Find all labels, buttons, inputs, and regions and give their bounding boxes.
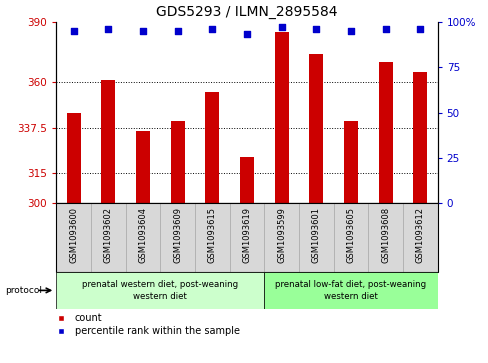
Bar [66, 113, 81, 203]
Point [104, 26, 112, 32]
Bar [298, 203, 333, 272]
Text: GSM1093600: GSM1093600 [69, 207, 78, 263]
Bar [274, 32, 288, 203]
Bar [264, 203, 298, 272]
Bar [205, 92, 219, 203]
Text: GSM1093619: GSM1093619 [242, 207, 251, 263]
Bar [56, 203, 91, 272]
Bar [229, 203, 264, 272]
Text: GSM1093601: GSM1093601 [311, 207, 320, 263]
Point [139, 28, 146, 34]
Bar [56, 272, 264, 309]
Text: GSM1093609: GSM1093609 [173, 207, 182, 263]
Bar [125, 203, 160, 272]
Text: GSM1093612: GSM1093612 [415, 207, 424, 263]
Bar [160, 203, 195, 272]
Bar [240, 157, 253, 203]
Text: GSM1093602: GSM1093602 [103, 207, 113, 263]
Bar [309, 54, 323, 203]
Text: protocol: protocol [5, 286, 42, 295]
Bar [91, 203, 125, 272]
Text: GSM1093599: GSM1093599 [277, 207, 285, 262]
Bar [412, 72, 427, 203]
Point [208, 26, 216, 32]
Bar [195, 203, 229, 272]
Text: GSM1093604: GSM1093604 [138, 207, 147, 263]
Bar [344, 121, 357, 203]
Text: GSM1093608: GSM1093608 [380, 207, 389, 263]
Point [312, 26, 320, 32]
Point [416, 26, 424, 32]
Bar [378, 62, 392, 203]
Bar [170, 121, 184, 203]
Bar [333, 203, 367, 272]
Point [243, 32, 250, 37]
Bar [101, 80, 115, 203]
Text: GSM1093615: GSM1093615 [207, 207, 216, 263]
Legend: count, percentile rank within the sample: count, percentile rank within the sample [51, 313, 239, 337]
Point [173, 28, 181, 34]
Text: prenatal low-fat diet, post-weaning
western diet: prenatal low-fat diet, post-weaning west… [275, 280, 426, 301]
Bar [136, 131, 149, 203]
Title: GDS5293 / ILMN_2895584: GDS5293 / ILMN_2895584 [156, 5, 337, 19]
Point [346, 28, 354, 34]
Point [69, 28, 77, 34]
Point [277, 24, 285, 30]
Bar [264, 272, 437, 309]
Bar [367, 203, 402, 272]
Text: GSM1093605: GSM1093605 [346, 207, 355, 263]
Bar [402, 203, 437, 272]
Text: prenatal western diet, post-weaning
western diet: prenatal western diet, post-weaning west… [82, 280, 238, 301]
Point [381, 26, 389, 32]
